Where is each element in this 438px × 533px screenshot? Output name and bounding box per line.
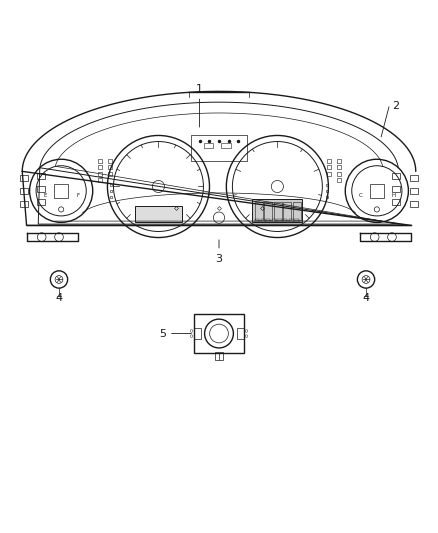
Bar — [252, 199, 303, 222]
Text: 2: 2 — [392, 101, 399, 111]
Bar — [20, 175, 28, 181]
Text: E: E — [43, 192, 46, 198]
Bar — [194, 328, 201, 339]
Bar — [293, 202, 301, 220]
Bar — [255, 202, 263, 220]
Bar — [392, 173, 400, 179]
Bar — [191, 135, 247, 160]
Bar — [370, 184, 384, 198]
Bar — [392, 185, 400, 192]
Bar — [289, 220, 293, 222]
Bar — [410, 188, 418, 194]
Bar — [215, 352, 223, 360]
Bar — [194, 314, 244, 353]
Bar — [204, 143, 213, 149]
Bar — [255, 220, 259, 222]
Bar — [410, 175, 418, 181]
Text: F: F — [76, 192, 79, 198]
Text: H: H — [391, 192, 396, 198]
Bar — [274, 202, 282, 220]
Bar — [54, 184, 68, 198]
Bar — [277, 220, 282, 222]
Text: C: C — [359, 192, 362, 198]
Text: 1: 1 — [196, 84, 203, 127]
Bar — [37, 199, 45, 205]
Text: 5: 5 — [159, 328, 191, 338]
Bar — [237, 328, 244, 339]
Bar — [265, 202, 272, 220]
Bar — [266, 220, 270, 222]
Bar — [261, 220, 265, 222]
Bar — [283, 220, 287, 222]
Bar — [392, 199, 400, 205]
Bar — [20, 201, 28, 207]
Text: 4: 4 — [363, 293, 370, 303]
Bar — [134, 206, 182, 222]
Bar — [37, 173, 45, 179]
Bar — [294, 220, 299, 222]
Text: 4: 4 — [56, 293, 63, 303]
Bar — [272, 220, 276, 222]
Text: 3: 3 — [215, 240, 223, 263]
Bar — [20, 188, 28, 194]
Bar — [283, 202, 291, 220]
Bar — [37, 185, 45, 192]
Bar — [221, 143, 231, 149]
Bar — [410, 201, 418, 207]
